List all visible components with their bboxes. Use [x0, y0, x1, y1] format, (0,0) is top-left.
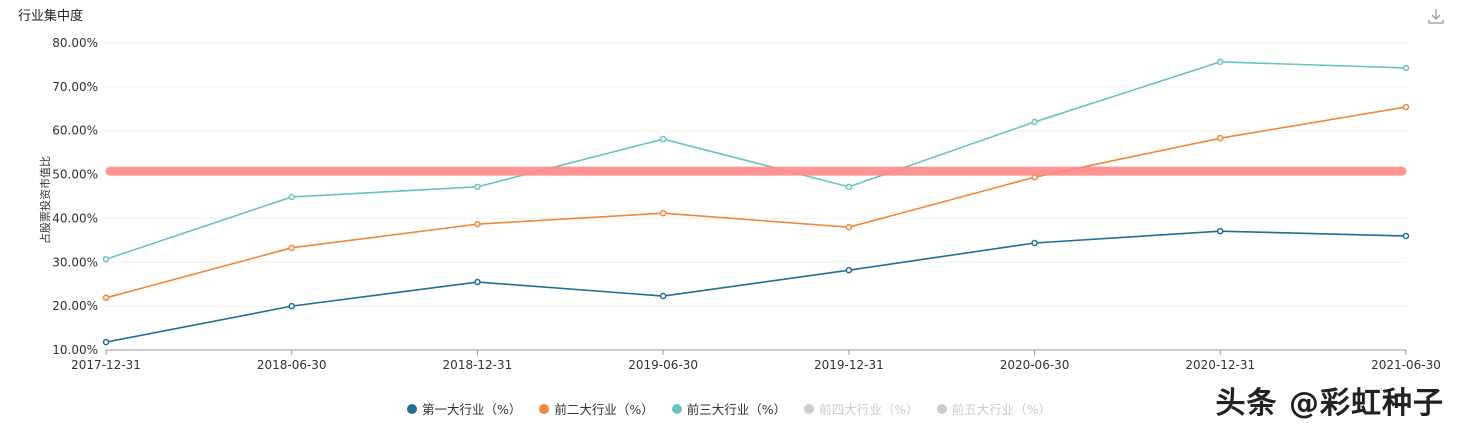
data-point: [1217, 227, 1224, 235]
x-tick-label: 2021-06-30: [1371, 358, 1441, 372]
x-tick-label: 2020-06-30: [1000, 358, 1070, 372]
watermark: 头条 @彩虹种子: [1215, 386, 1444, 421]
data-point: [845, 223, 853, 231]
data-point: [1217, 58, 1224, 66]
y-tick-label: 40.00%: [52, 211, 98, 225]
data-point: [659, 292, 667, 300]
series-line-2: [105, 106, 1407, 299]
legend-marker: [407, 403, 418, 414]
legend-label: 前二大行业（%）: [554, 402, 654, 417]
data-point: [474, 220, 481, 228]
data-point: [474, 278, 481, 286]
legend-marker: [671, 403, 682, 414]
x-tick-label: 2017-12-31: [71, 358, 141, 372]
data-point: [288, 302, 295, 310]
legend-item[interactable]: 前五大行业（%）: [936, 399, 1051, 418]
x-tick-label: 2018-06-30: [257, 358, 327, 372]
legend-item[interactable]: 前三大行业（%）: [671, 399, 787, 418]
data-point: [1031, 239, 1038, 247]
legend-label: 前三大行业（%）: [686, 402, 787, 417]
line-chart: 10.00% 20.00% 30.00% 40.00% 50.00% 60.00% 70.0…: [38, 36, 1441, 372]
download-icon[interactable]: [1427, 7, 1445, 25]
y-tick-label: 80.00%: [52, 36, 98, 50]
y-tick-label: 30.00%: [52, 255, 98, 269]
legend-label: 前四大行业（%）: [819, 402, 919, 417]
data-point: [102, 255, 110, 263]
x-tick-label: 2018-12-31: [443, 358, 513, 372]
legend-item[interactable]: 第一大行业（%）: [407, 399, 521, 418]
y-tick-label: 10.00%: [52, 343, 98, 357]
data-point: [1402, 103, 1410, 111]
data-point: [659, 209, 667, 217]
data-point: [102, 294, 110, 302]
legend-marker: [936, 403, 947, 414]
data-point: [102, 338, 110, 346]
y-tick-label: 60.00%: [52, 124, 98, 138]
data-point: [845, 183, 853, 191]
legend-label: 前五大行业（%）: [951, 402, 1051, 417]
legend-item[interactable]: 前二大行业（%）: [539, 399, 654, 418]
data-point: [474, 183, 481, 191]
x-tick-label: 2020-12-31: [1185, 358, 1255, 372]
y-tick-label: 70.00%: [52, 80, 98, 94]
y-axis-label: 占股票投资市值比: [38, 156, 52, 244]
series-line-3: [105, 61, 1407, 260]
x-tick-label: 2019-12-31: [814, 358, 884, 372]
data-point: [1402, 64, 1410, 72]
chart-title: 行业集中度: [18, 9, 84, 24]
data-point: [845, 266, 853, 274]
series-line-1: [105, 230, 1407, 343]
legend: 第一大行业（%） 前二大行业（%） 前三大行业（%） 前四大行业（%） 前五大行业（%）: [0, 399, 1458, 418]
legend-marker: [804, 403, 815, 414]
data-point: [288, 244, 295, 252]
y-tick-label: 20.00%: [52, 299, 98, 313]
data-point: [1217, 134, 1224, 142]
data-point: [1031, 173, 1038, 181]
x-tick-label: 2019-06-30: [628, 358, 698, 372]
legend-item[interactable]: 前四大行业（%）: [804, 399, 919, 418]
data-point: [1402, 232, 1410, 240]
legend-label: 第一大行业（%）: [422, 402, 522, 417]
y-tick-label: 50.00%: [52, 168, 98, 182]
data-point: [1031, 118, 1038, 126]
legend-marker: [539, 403, 550, 414]
data-point: [288, 193, 295, 201]
data-point: [659, 135, 667, 143]
